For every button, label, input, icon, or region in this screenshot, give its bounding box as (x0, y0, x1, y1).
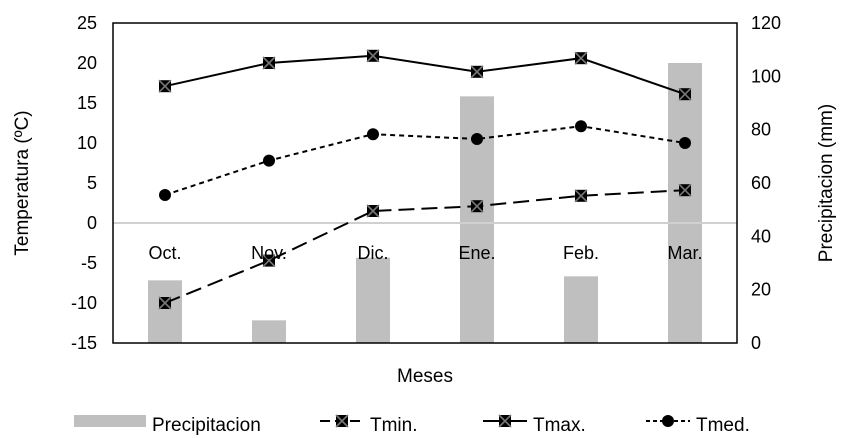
left-tick-label: 15 (77, 93, 97, 113)
right-tick-label: 80 (751, 120, 771, 140)
series-0-point-3 (470, 199, 484, 213)
legend-label-precipitacion: Precipitacion (152, 415, 261, 436)
right-tick-label: 60 (751, 173, 771, 193)
right-tick-label: 100 (751, 66, 781, 86)
left-axis-title: Temperatura (ºC) (12, 110, 33, 255)
legend-marker-0-cross (335, 414, 349, 428)
series-1-point-1 (262, 56, 276, 70)
series-1-point-0-cross (158, 79, 172, 93)
category-label-2: Dic. (358, 243, 389, 263)
series-2-point-4 (575, 120, 587, 133)
temperature-lines (158, 49, 692, 310)
series-2-point-0 (159, 189, 171, 201)
precipitation-bar-1 (252, 320, 286, 343)
left-tick-label: 5 (87, 173, 97, 193)
x-axis-title: Meses (397, 366, 453, 387)
category-label-0: Oct. (148, 243, 181, 263)
category-label-4: Feb. (563, 243, 599, 263)
left-axis-ticks: -15 -10 -5 0 5 10 15 20 25 (71, 13, 97, 353)
precipitation-bars (148, 63, 702, 343)
left-tick-label: 0 (87, 213, 97, 233)
precipitation-bar-2 (356, 257, 390, 343)
series-1-point-1-cross (262, 56, 276, 70)
series-0-point-0 (158, 296, 172, 310)
series-1-point-3-cross (470, 65, 484, 79)
series-0-point-1 (262, 254, 276, 268)
series-0-point-4-cross (574, 189, 588, 203)
left-tick-label: 25 (77, 13, 97, 33)
right-tick-label: 20 (751, 280, 771, 300)
series-2-point-5 (679, 137, 691, 149)
legend-marker-2 (662, 415, 674, 427)
left-tick-label: -15 (71, 333, 97, 353)
series-0-point-4 (574, 189, 588, 203)
right-axis-ticks: 0 20 40 60 80 100 120 (751, 13, 781, 353)
series-tmax (158, 49, 692, 101)
series-0-point-0-cross (158, 296, 172, 310)
right-axis-title: Precipitacion (mm) (816, 104, 837, 262)
series-0-point-5-cross (678, 183, 692, 197)
legend: Precipitacion Tmin. Tmax. Tmed. (74, 414, 750, 436)
legend-label-2: Tmed. (696, 415, 750, 436)
precipitation-bar-0 (148, 280, 182, 343)
right-tick-label: 120 (751, 13, 781, 33)
legend-label-1: Tmax. (533, 415, 586, 436)
series-1-point-2-cross (366, 49, 380, 63)
category-label-5: Mar. (667, 243, 702, 263)
series-line-1 (164, 54, 686, 96)
left-tick-label: 10 (77, 133, 97, 153)
right-tick-label: 40 (751, 226, 771, 246)
series-0-point-3-cross (470, 199, 484, 213)
series-2-point-1 (263, 154, 275, 167)
series-2-point-2 (367, 128, 379, 141)
left-tick-label: -10 (71, 293, 97, 313)
series-tmed (159, 120, 691, 201)
series-0-point-1-cross (262, 254, 276, 268)
series-0-point-2 (366, 204, 380, 218)
series-1-point-4 (574, 51, 588, 65)
series-1-point-4-cross (574, 51, 588, 65)
series-1-point-5 (678, 87, 692, 101)
legend-swatch-precipitacion (74, 415, 146, 427)
right-tick-label: 0 (751, 333, 761, 353)
left-tick-label: -5 (81, 253, 97, 273)
series-line-2 (164, 125, 686, 196)
category-label-1: Nov. (251, 243, 287, 263)
series-1-point-2 (366, 49, 380, 63)
series-1-point-0 (158, 79, 172, 93)
series-1-point-3 (470, 65, 484, 79)
series-2-point-3 (471, 133, 483, 145)
plot-area-frame (112, 22, 738, 344)
legend-marker-1 (498, 414, 512, 428)
category-label-3: Ene. (458, 243, 495, 263)
series-0-point-2-cross (366, 204, 380, 218)
legend-marker-1-cross (498, 414, 512, 428)
series-0-point-5 (678, 183, 692, 197)
precipitation-bar-4 (564, 276, 598, 343)
precipitation-bar-5 (668, 63, 702, 343)
series-tmin (158, 183, 692, 310)
legend-marker-0 (335, 414, 349, 428)
series-line-0 (164, 189, 686, 304)
series-1-point-5-cross (678, 87, 692, 101)
category-labels: Oct. Nov. Dic. Ene. Feb. Mar. (148, 243, 702, 263)
left-tick-label: 20 (77, 53, 97, 73)
legend-label-0: Tmin. (370, 415, 418, 436)
